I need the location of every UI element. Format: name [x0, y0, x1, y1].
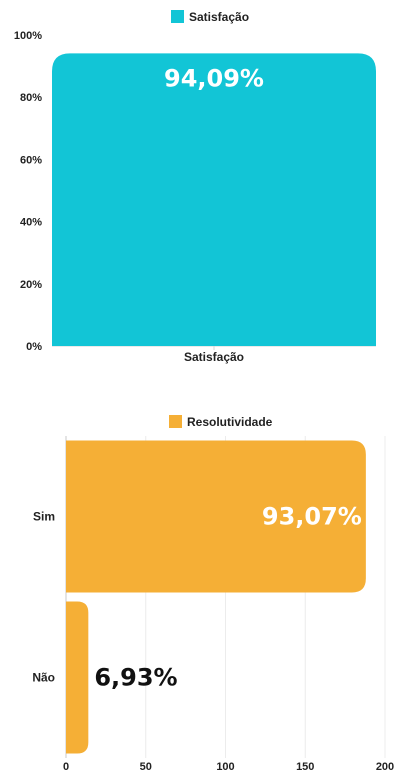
chart1-y-tick: 60%	[20, 154, 42, 166]
chart2-x-axis: 0 50 100 150 200	[63, 761, 394, 773]
chart2-legend: Resolutividade	[169, 415, 273, 429]
chart2-category-label: Não	[32, 671, 55, 685]
chart2-x-tick: 0	[63, 761, 69, 773]
chart1-y-tick: 100%	[14, 30, 42, 42]
chart1-y-tick: 20%	[20, 279, 42, 291]
chart1-legend: Satisfação	[171, 10, 249, 24]
chart2-data-label: 6,93%	[94, 664, 177, 692]
chart2-bars: 93,07% 6,93%	[66, 440, 366, 754]
satisfacao-chart: Satisfação 0% 20% 40% 60% 80% 100% 94,09% Sat…	[14, 10, 376, 364]
chart1-y-tick: 40%	[20, 217, 42, 229]
chart2-x-tick: 200	[376, 761, 394, 773]
chart1-categories: Satisfação	[184, 346, 244, 364]
chart1-y-tick: 80%	[20, 92, 42, 104]
chart1-legend-swatch	[171, 10, 184, 23]
chart1-legend-label: Satisfação	[189, 10, 249, 24]
chart2-bar	[66, 601, 89, 754]
chart2-bar	[66, 440, 366, 593]
chart2-legend-swatch	[169, 415, 182, 428]
chart2-legend-label: Resolutividade	[187, 415, 273, 429]
resolutividade-chart: Resolutividade 93,07% 6,93% Sim Não 0 50 100…	[32, 415, 394, 773]
chart2-x-tick: 50	[140, 761, 152, 773]
chart1-data-label: 94,09%	[164, 64, 264, 92]
chart1-y-tick: 0%	[26, 341, 42, 353]
chart1-category-label: Satisfação	[184, 350, 244, 364]
chart2-x-tick: 100	[216, 761, 234, 773]
chart2-x-tick: 150	[296, 761, 314, 773]
chart2-categories: Sim Não	[32, 510, 55, 685]
chart1-bars: 94,09%	[52, 53, 376, 347]
chart2-category-label: Sim	[33, 510, 55, 524]
chart1-bar	[52, 53, 376, 347]
chart2-data-label: 93,07%	[262, 503, 362, 531]
